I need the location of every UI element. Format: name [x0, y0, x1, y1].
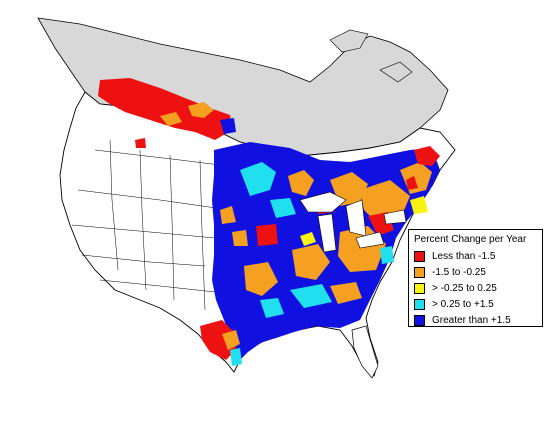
map-legend: Percent Change per Year Less than -1.5 -… — [408, 229, 543, 327]
legend-swatch-red — [414, 251, 425, 262]
legend-label: > -0.25 to 0.25 — [432, 283, 497, 294]
trend-cluster-decline-west — [98, 78, 236, 148]
legend-item-neg-0-25-to-0-25: > -0.25 to 0.25 — [414, 282, 497, 295]
legend-label: -1.5 to -0.25 — [432, 267, 486, 278]
legend-label: Less than -1.5 — [432, 251, 496, 262]
legend-swatch-blue — [414, 315, 425, 326]
florida-peninsula — [351, 325, 379, 379]
legend-item-neg-1-5-to-neg-0-25: -1.5 to -0.25 — [414, 266, 486, 279]
legend-swatch-yellow — [414, 283, 425, 294]
legend-swatch-cyan — [414, 299, 425, 310]
no-data-region-islands — [329, 29, 413, 83]
legend-item-0-25-to-1-5: > 0.25 to +1.5 — [414, 298, 494, 311]
legend-label: Greater than +1.5 — [432, 315, 511, 326]
legend-item-less-than-neg-1-5: Less than -1.5 — [414, 250, 495, 263]
legend-swatch-orange — [414, 267, 425, 278]
legend-title: Percent Change per Year — [414, 234, 527, 245]
legend-item-greater-than-1-5: Greater than +1.5 — [414, 314, 511, 327]
legend-label: > 0.25 to +1.5 — [432, 299, 494, 310]
great-lakes — [299, 191, 407, 253]
trend-cluster-texas — [200, 320, 242, 366]
trend-cluster-east — [212, 142, 440, 362]
